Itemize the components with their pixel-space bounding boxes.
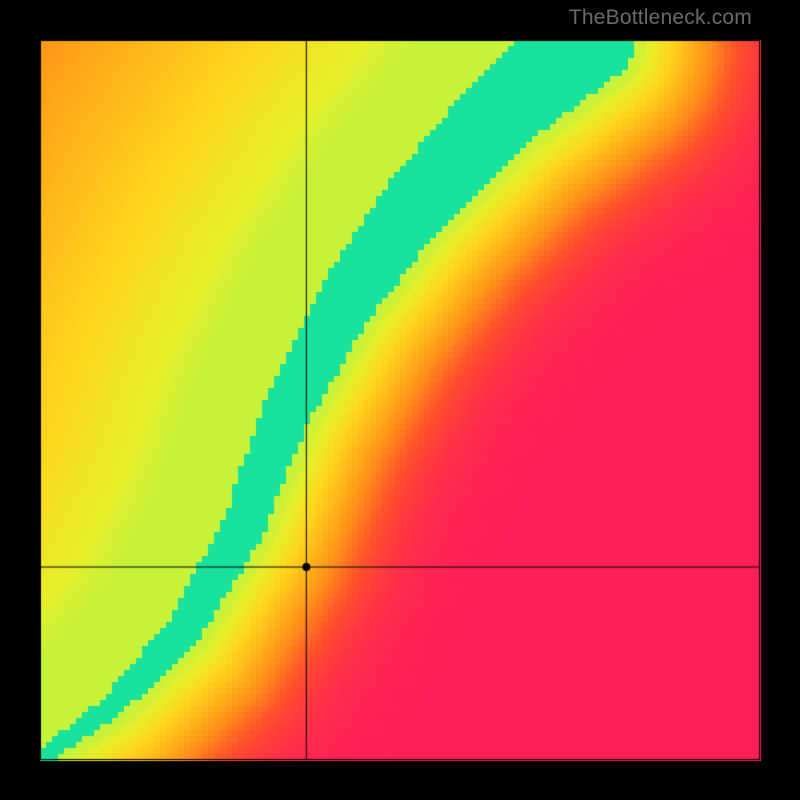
chart-container: TheBottleneck.com <box>0 0 800 800</box>
watermark-label: TheBottleneck.com <box>569 6 752 30</box>
heatmap-canvas <box>0 0 800 800</box>
